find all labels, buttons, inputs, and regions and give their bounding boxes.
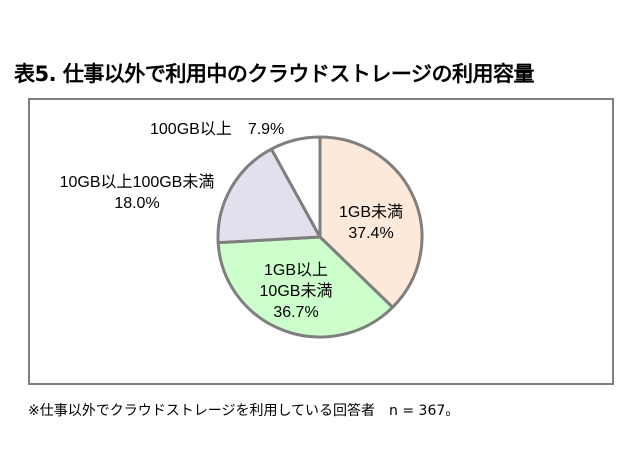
chart-title: 表5. 仕事以外で利用中のクラウドストレージの利用容量 [14, 62, 534, 86]
label-category: 100GB以上 7.9% [150, 121, 285, 138]
label-category-2: 10GB未満 [259, 283, 333, 300]
slice-1gb-10gb [216, 235, 395, 339]
label-value: 36.7% [273, 304, 319, 321]
slice-label-10gb-100gb: 10GB以上100GB未満 18.0% [52, 172, 222, 214]
slice-label-under-1gb: 1GB未満 37.4% [326, 202, 416, 244]
footnote: ※仕事以外でクラウドストレージを利用している回答者 n = 367。 [28, 403, 460, 419]
slice-10gb-100gb [216, 147, 322, 245]
slice-label-1gb-10gb: 1GB以上 10GB未満 36.7% [246, 260, 346, 323]
label-value: 18.0% [114, 195, 160, 212]
slice-label-over-100gb: 100GB以上 7.9% [150, 119, 310, 140]
label-category: 1GB未満 [338, 204, 404, 221]
slice-over-100gb [269, 135, 322, 239]
slice-under-1gb [318, 135, 424, 309]
label-category: 10GB以上100GB未満 [59, 174, 215, 191]
label-value: 37.4% [348, 225, 394, 242]
label-category: 1GB以上 [263, 262, 329, 279]
